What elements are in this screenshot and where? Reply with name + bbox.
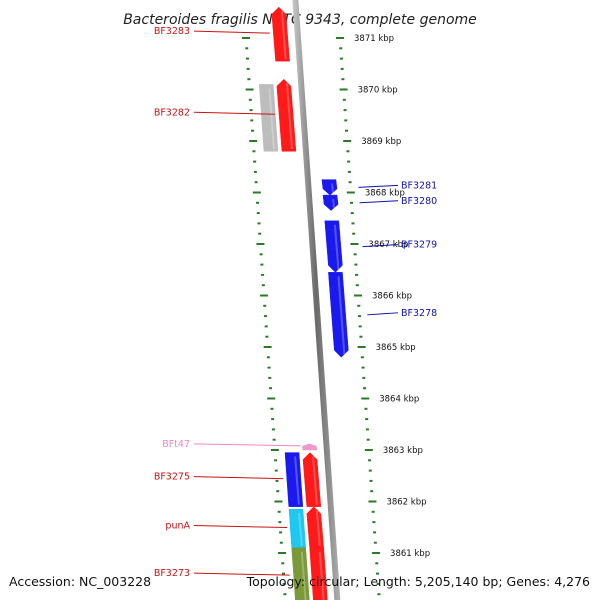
map-title: Bacteroides fragilis NCTC 9343, complete… — [123, 12, 477, 28]
gene-bf3280 — [322, 194, 339, 211]
gene-label-bf3280: BF3280 — [401, 196, 437, 207]
gene-segment-shade — [268, 88, 276, 150]
gene-label-leader — [193, 111, 275, 115]
kbp-tick-label: 3863 kbp — [383, 446, 423, 456]
gene-bf3281-shade — [331, 183, 335, 194]
gene-label-bf3281: BF3281 — [401, 180, 437, 191]
gene-label-leader — [193, 572, 290, 576]
genome-axis-layer — [292, 0, 341, 600]
gene-label-layer: BF3283 BF3282 BF3281 BF3280 BF3279 BF3278 BFt4… — [154, 26, 437, 579]
gene-bf3281 — [321, 179, 338, 196]
gene-segment-shade — [318, 551, 325, 600]
gene-bf3280-shade — [332, 198, 336, 209]
gene-bf3273 — [291, 547, 310, 600]
gene-segment-shade — [312, 456, 318, 505]
gene-bf3282-shade — [285, 83, 294, 150]
gene-label-bf3282: BF3282 — [154, 107, 190, 118]
gene-label-leader — [362, 244, 399, 248]
gene-label-bft47: BFt47 — [162, 439, 190, 450]
gene-label-bf3273: BF3273 — [154, 568, 190, 579]
gene-bf3279 — [324, 220, 343, 273]
gene-bf3278 — [328, 272, 349, 358]
kbp-tick-label: 3866 kbp — [372, 292, 412, 302]
kbp-tick-label: 3870 kbp — [358, 86, 398, 96]
kbp-tick-label: 3864 kbp — [379, 395, 419, 405]
gene-bf3278-shade — [337, 276, 346, 356]
gene-segment — [306, 506, 324, 549]
gene-label-leader — [359, 200, 399, 204]
accession-text: Accession: NC_003228 — [9, 574, 151, 589]
gene-puna — [288, 508, 306, 549]
kbp-tick-label: 3868 kbp — [365, 189, 405, 199]
gene-label-bf3275: BF3275 — [154, 472, 190, 483]
gene-bf3279-shade — [333, 224, 340, 271]
gene-layer — [258, 6, 349, 600]
gene-label-leader — [358, 184, 399, 188]
kbp-tick-label: 3871 kbp — [354, 34, 394, 44]
gene-label-leader — [367, 312, 399, 316]
kbp-tick-label: 3865 kbp — [376, 343, 416, 353]
gene-segment — [302, 452, 322, 507]
gene-label-leader — [193, 443, 301, 447]
gene-bf3275-shade — [294, 456, 300, 505]
kbp-tick-label: 3861 kbp — [390, 549, 430, 559]
gene-bf3283 — [271, 6, 290, 62]
gene-bft47 — [302, 443, 318, 451]
topology-text: Topology: circular; Length: 5,205,140 bp… — [246, 574, 590, 589]
gene-segment — [258, 84, 279, 152]
gene-label-bf3283: BF3283 — [154, 26, 190, 37]
gene-label-puna: punA — [165, 521, 190, 532]
gene-label-leader — [193, 525, 287, 529]
gene-segment-shade — [315, 510, 321, 546]
gene-label-bf3279: BF3279 — [401, 240, 437, 251]
gene-bf3282 — [276, 78, 297, 152]
gene-label-leader — [193, 30, 270, 34]
gene-bf3273-shade — [300, 551, 307, 600]
gene-puna-shade — [298, 513, 303, 546]
kbp-tick-label: 3869 kbp — [361, 137, 401, 147]
gene-label-leader — [193, 476, 284, 480]
gene-bf3275 — [284, 452, 304, 507]
gene-bf3283-shade — [280, 11, 287, 60]
genome-axis-bar — [292, 0, 341, 600]
gene-segment — [309, 547, 328, 600]
gene-label-bf3278: BF3278 — [401, 308, 437, 319]
kbp-tick-label: 3862 kbp — [386, 498, 426, 508]
